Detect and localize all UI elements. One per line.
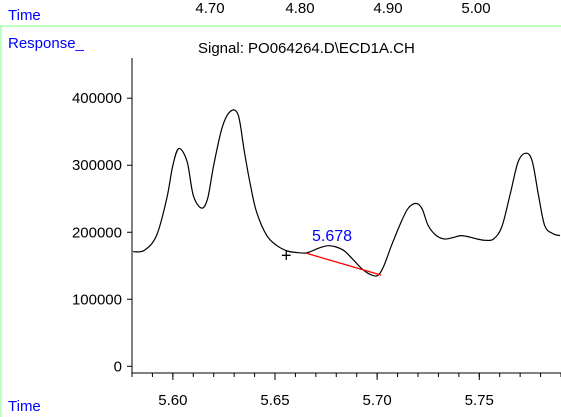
y-tick-label: 0	[114, 358, 122, 375]
y-tick-label: 300000	[72, 157, 122, 174]
y-tick-label: 400000	[72, 90, 122, 107]
chart-title: Signal: PO064264.D\ECD1A.CH	[198, 40, 415, 57]
y-tick-label: 200000	[72, 224, 122, 241]
y-axis-label: Response_	[8, 35, 85, 52]
cursor-marker: +	[281, 246, 292, 266]
top-tick-label: 4.80	[285, 0, 314, 17]
top-time-label: Time	[8, 7, 41, 24]
x-tick-label: 5.65	[260, 392, 289, 409]
top-tick-label: 4.70	[195, 0, 224, 17]
top-tick-label: 5.00	[461, 0, 490, 17]
peak-label: 5.678	[312, 228, 352, 245]
top-tick-labels: 4.70 4.80 4.90 5.00	[195, 0, 490, 17]
x-tick-label: 5.75	[465, 392, 494, 409]
signal-trace	[132, 109, 561, 277]
peak-baseline	[305, 252, 382, 276]
top-tick-label: 4.90	[373, 0, 402, 17]
y-tick-label: 100000	[72, 291, 122, 308]
x-ticks: 5.60 5.65 5.70 5.75	[131, 373, 561, 409]
y-ticks: 0 100000 200000 300000 400000	[72, 90, 132, 375]
x-tick-label: 5.60	[158, 392, 187, 409]
x-tick-label: 5.70	[363, 392, 392, 409]
x-axis-label: Time	[8, 398, 41, 415]
